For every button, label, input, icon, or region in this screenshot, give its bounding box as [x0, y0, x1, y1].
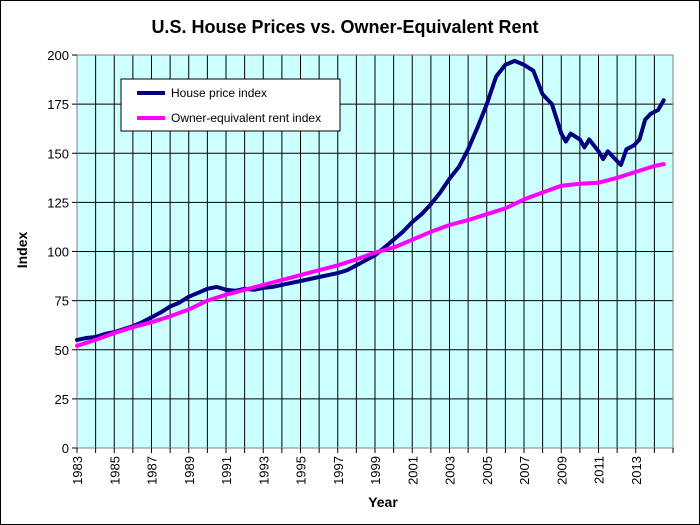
x-tick-label: 1985 — [107, 456, 122, 485]
y-axis-title: Index — [14, 232, 30, 269]
y-tick-label: 75 — [55, 294, 69, 309]
x-tick-label: 2013 — [629, 456, 644, 485]
legend-box — [120, 78, 341, 132]
x-tick-label: 1983 — [70, 456, 85, 485]
x-tick-label: 2009 — [554, 456, 569, 485]
x-tick-label: 2003 — [443, 456, 458, 485]
legend-label: Owner-equivalent rent index — [171, 111, 321, 125]
x-tick-label: 1987 — [145, 456, 160, 485]
x-tick-label: 1993 — [256, 456, 271, 485]
plot-area: 0 25 50 75 100 125 150 175 200 1983 1985 1987 1989 19… — [47, 48, 674, 485]
y-tick-label: 175 — [47, 97, 69, 112]
y-tick-label: 150 — [47, 146, 69, 161]
series-line-house-price — [75, 58, 666, 342]
x-tick-label: 1995 — [294, 456, 309, 485]
y-tick-label: 0 — [62, 441, 69, 456]
chart-title: U.S. House Prices vs. Owner-Equivalent R… — [151, 17, 538, 37]
x-tick-label: 1991 — [219, 456, 234, 485]
x-axis-title: Year — [368, 494, 398, 510]
x-tick-label: 1999 — [368, 456, 383, 485]
x-tick-label: 1997 — [331, 456, 346, 485]
y-tick-label: 100 — [47, 245, 69, 260]
y-tick-label: 125 — [47, 195, 69, 210]
y-tick-label: 50 — [55, 343, 69, 358]
x-tick-label: 2011 — [592, 456, 607, 484]
y-tick-label: 200 — [47, 48, 69, 63]
x-tick-label: 2007 — [517, 456, 532, 485]
y-tick-label: 25 — [55, 392, 69, 407]
x-tick-label: 1989 — [182, 456, 197, 485]
series-line-rent — [75, 162, 666, 348]
x-tick-label: 2001 — [405, 456, 420, 485]
x-tick-label: 2005 — [480, 456, 495, 485]
legend-label: House price index — [171, 86, 267, 100]
